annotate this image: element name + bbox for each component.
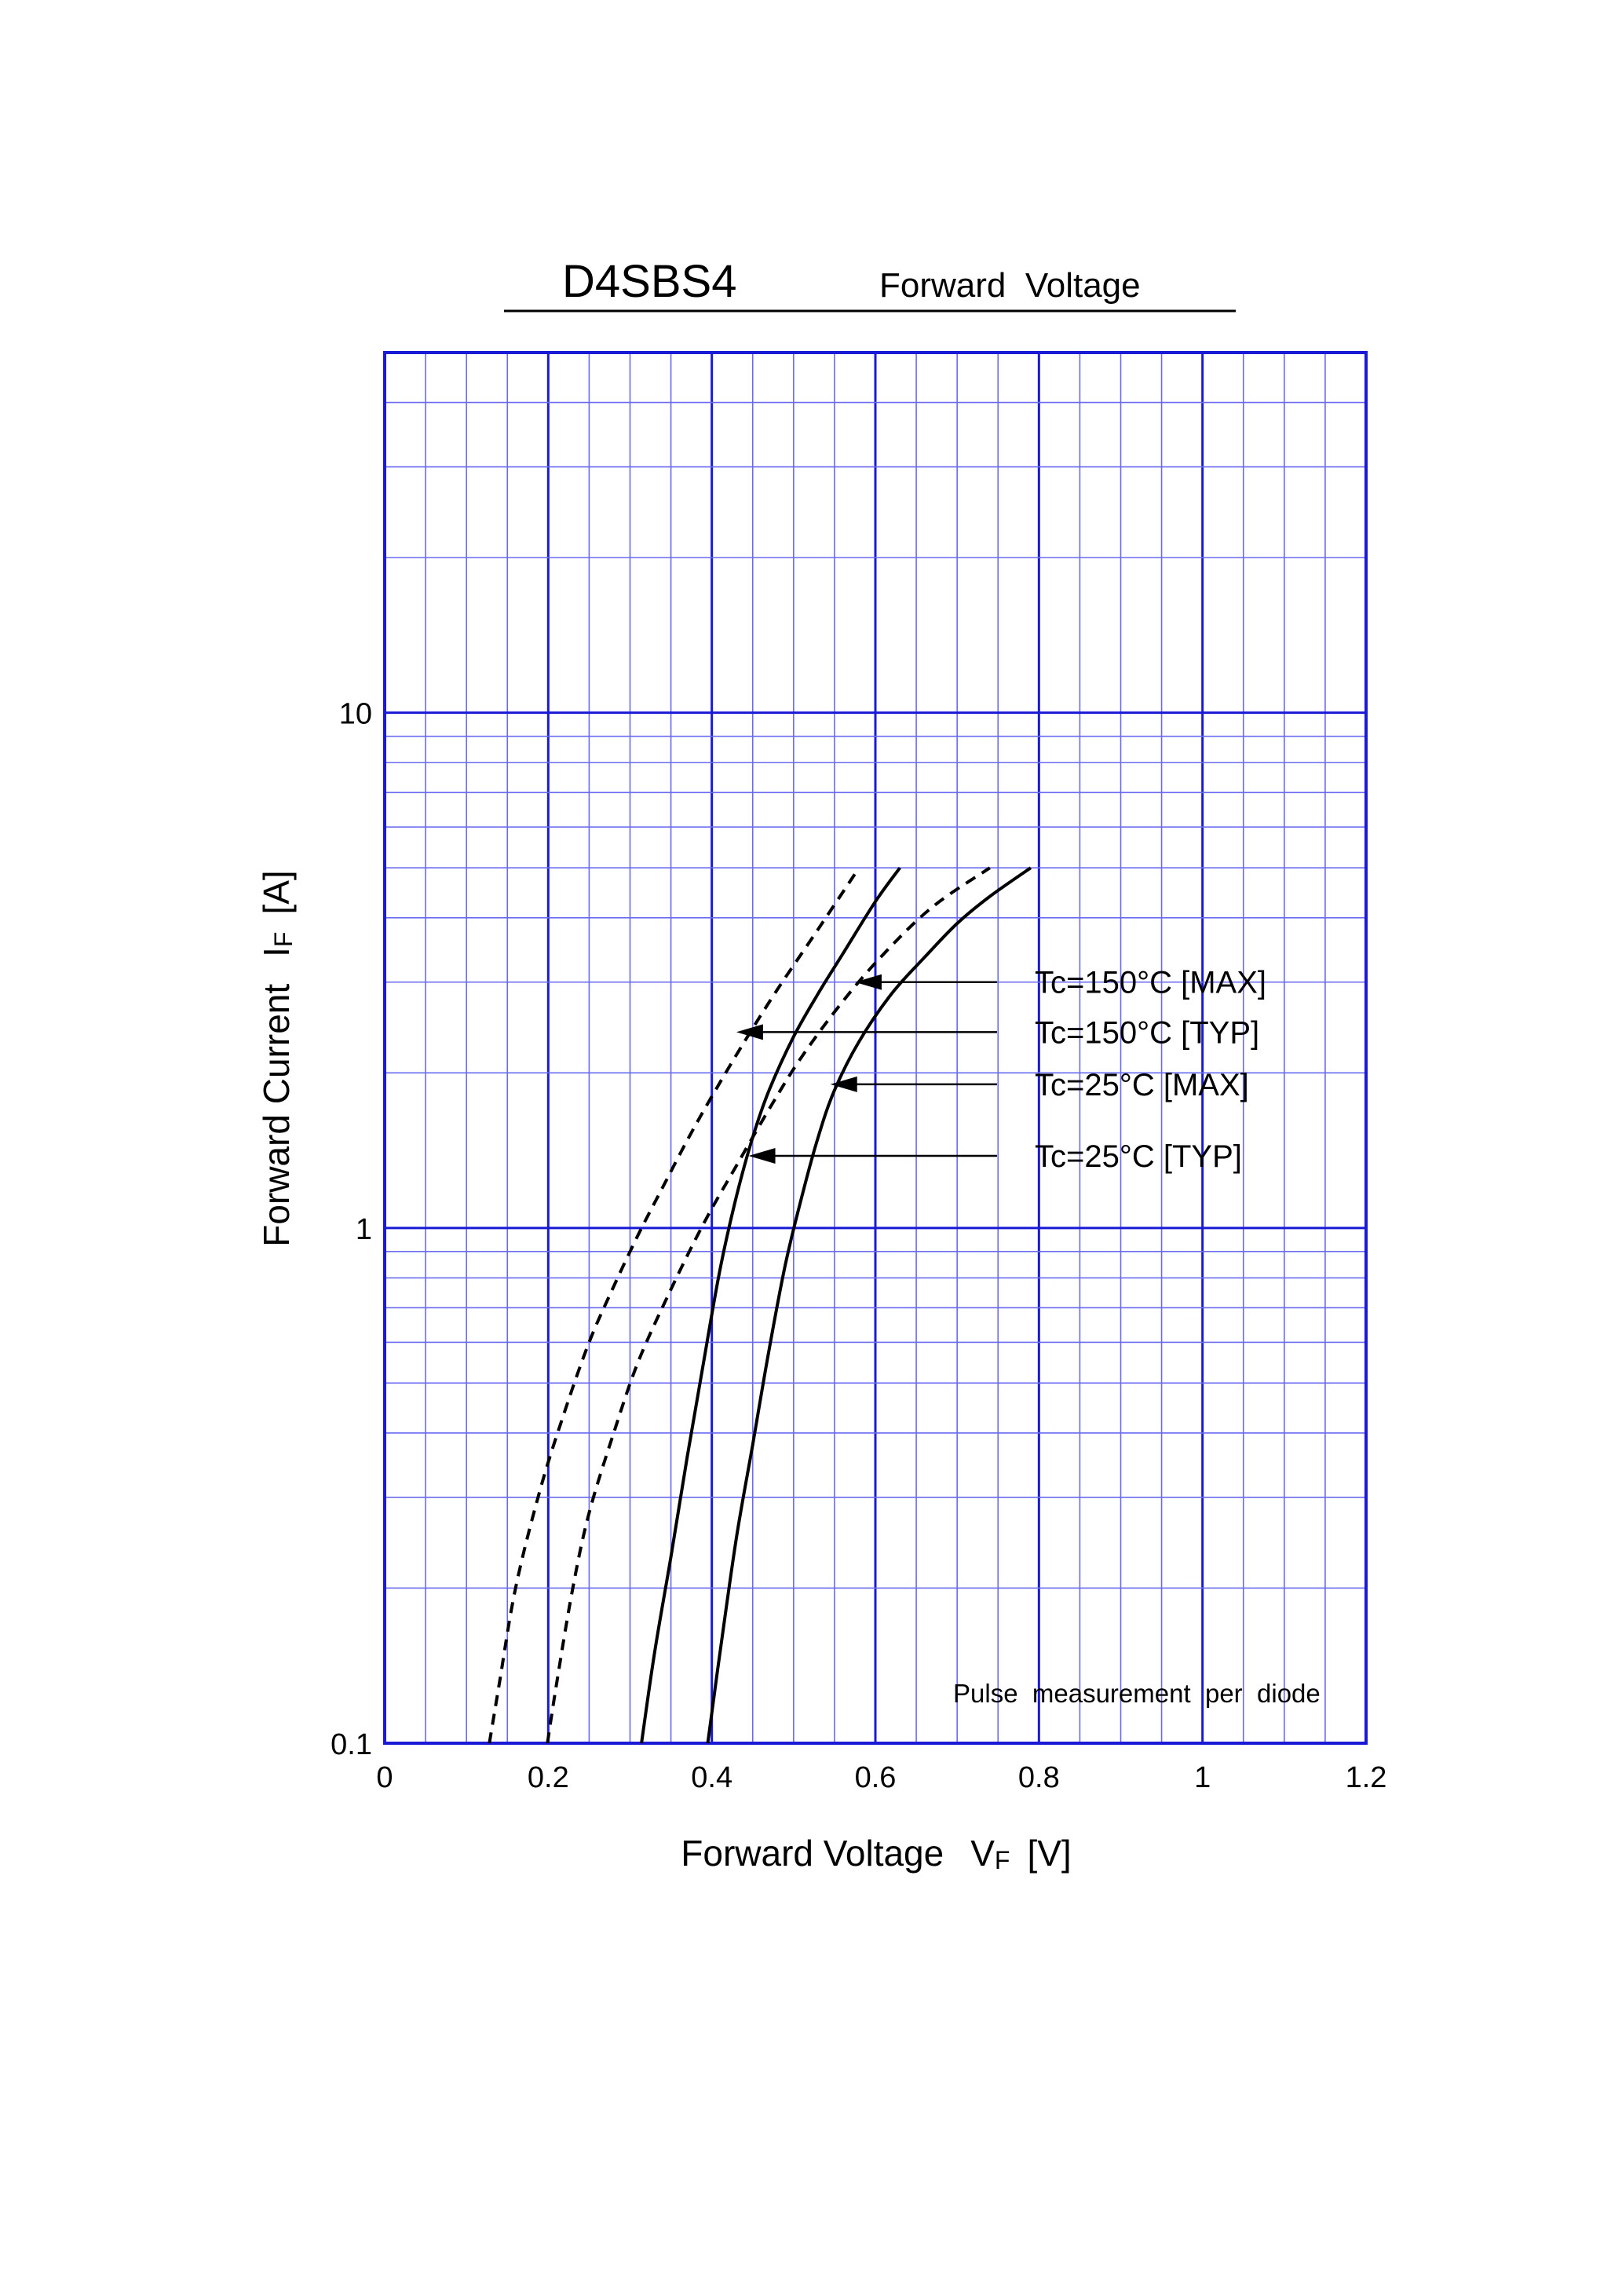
x-axis-label-symbol: V [970,1833,995,1874]
curves [488,866,1032,1744]
y-tick-label: 0.1 [331,1728,372,1761]
x-axis-label-unit: [V] [1027,1833,1071,1874]
tick-labels: 0 0.2 0.4 0.6 0.8 1 1.2 10 1 0.1 [331,698,1386,1794]
curve-tc-25-c-typ [546,866,991,1744]
callout-arrowhead [736,1024,763,1040]
x-tick-label: 1 [1194,1761,1211,1794]
x-axis-label-main: Forward Voltage [681,1833,944,1874]
y-axis-label: Forward Current IF [A] [256,870,298,1246]
pulse-annotation: Pulse measurement per diode [953,1679,1321,1708]
grid [383,351,1368,1745]
callout-label: Tc=25°C [TYP] [1035,1139,1242,1174]
chart-subtitle: Forward Voltage [879,266,1141,305]
x-tick-label: 1.2 [1346,1761,1387,1794]
curve-tc-150-c-max [640,867,901,1744]
x-tick-label: 0.6 [855,1761,897,1794]
curve-tc-150-c-typ [488,867,860,1744]
x-tick-label: 0.4 [691,1761,732,1794]
chart-title: D4SBS4 [562,256,736,307]
callout-arrowhead [748,1148,776,1164]
y-tick-label: 1 [356,1213,372,1246]
plot-frame [383,351,1368,1745]
x-axis-label: Forward Voltage VF [V] [681,1833,1071,1874]
curve-tc-25-c-max [706,866,1032,1744]
y-axis-label-unit: [A] [256,870,297,914]
x-tick-label: 0.8 [1018,1761,1060,1794]
y-axis-label-main: Forward Current [256,984,297,1247]
callouts: Tc=150°C [MAX] Tc=150°C [TYP] Tc=25°C [MAX… [736,966,1266,1174]
y-tick-label: 10 [339,698,372,731]
x-tick-label: 0.2 [528,1761,569,1794]
y-axis-label-symbol: I [256,947,297,957]
callout-label: Tc=150°C [TYP] [1035,1015,1259,1050]
callout-arrowhead [854,974,882,990]
x-axis-label-subscript: F [995,1846,1010,1874]
callout-label: Tc=150°C [MAX] [1035,966,1266,1000]
x-tick-label: 0 [376,1761,393,1794]
y-axis-label-subscript: F [269,932,298,948]
callout-arrowhead [830,1076,857,1092]
callout-label: Tc=25°C [MAX] [1035,1068,1249,1102]
